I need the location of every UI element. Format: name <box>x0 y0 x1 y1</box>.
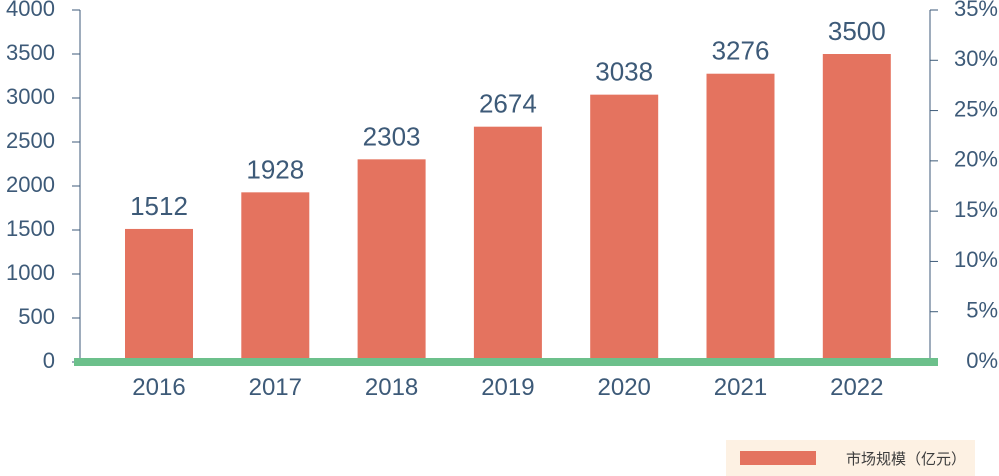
x-tick-label: 2018 <box>365 374 418 401</box>
left-tick-label: 3500 <box>6 40 55 65</box>
left-y-axis: 0 500 1000 1500 2000 2500 3000 3500 4000 <box>6 0 81 373</box>
x-tick-label: 2020 <box>598 374 651 401</box>
right-tick-label: 0% <box>966 348 998 373</box>
data-label: 1512 <box>130 191 188 221</box>
left-tick-label: 500 <box>18 304 55 329</box>
right-y-axis: 0% 5% 10% 15% 20% 25% 30% 35% <box>929 0 998 373</box>
legend-swatch <box>740 451 816 465</box>
left-tick-label: 1500 <box>6 216 55 241</box>
bar <box>357 159 426 362</box>
bar <box>473 126 542 362</box>
data-label: 2674 <box>479 89 537 119</box>
left-tick-label: 0 <box>43 348 55 373</box>
right-tick-label: 35% <box>954 0 998 21</box>
right-tick-label: 10% <box>954 247 998 272</box>
data-labels-group: 1512 1928 2303 2674 3038 3276 3500 <box>130 16 886 221</box>
right-tick-label: 30% <box>954 46 998 71</box>
left-tick-label: 4000 <box>6 0 55 21</box>
data-label: 3038 <box>595 57 653 87</box>
baseline <box>74 358 938 366</box>
right-tick-label: 25% <box>954 96 998 121</box>
x-tick-label: 2022 <box>830 374 883 401</box>
x-tick-label: 2019 <box>481 374 534 401</box>
x-tick-label: 2021 <box>714 374 767 401</box>
x-axis: 2016 2017 2018 2019 2020 2021 2022 <box>74 358 938 401</box>
bar <box>590 94 659 362</box>
data-label: 2303 <box>363 121 421 151</box>
x-tick-label: 2017 <box>249 374 302 401</box>
left-tick-label: 1000 <box>6 260 55 285</box>
data-label: 1928 <box>246 154 304 184</box>
right-tick-label: 20% <box>954 147 998 172</box>
bar <box>706 73 775 362</box>
legend-label: 市场规模（亿元） <box>846 449 967 468</box>
left-tick-label: 2500 <box>6 128 55 153</box>
bars-group <box>125 54 891 362</box>
data-label: 3500 <box>828 16 886 46</box>
bar <box>822 54 891 362</box>
right-tick-label: 15% <box>954 197 998 222</box>
left-tick-label: 2000 <box>6 172 55 197</box>
data-label: 3276 <box>712 36 770 66</box>
left-tick-label: 3000 <box>6 84 55 109</box>
right-tick-label: 5% <box>966 298 998 323</box>
bar <box>125 228 193 362</box>
legend: 市场规模（亿元） <box>726 440 975 476</box>
x-tick-label: 2016 <box>132 374 185 401</box>
bar <box>241 192 310 362</box>
